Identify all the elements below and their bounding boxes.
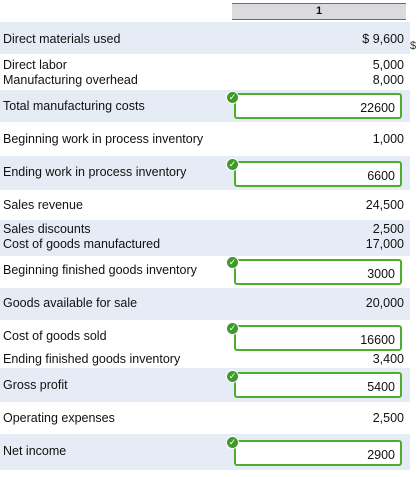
- row-value: 2,500: [372, 411, 404, 425]
- row-net-income: Net income 2900 ✓: [0, 434, 410, 470]
- row-label: Net income: [3, 444, 67, 458]
- answer-value: 5400: [367, 380, 395, 394]
- row-label: Sales revenue: [3, 198, 83, 212]
- row-direct-materials: Direct materials used $ 9,600: [0, 22, 410, 54]
- row-cogs-ending-fg: Cost of goods sold 16600 ✓ Ending finish…: [0, 320, 410, 368]
- checkmark-icon: ✓: [226, 158, 239, 171]
- row-beginning-wip: Beginning work in process inventory 1,00…: [0, 122, 410, 156]
- row-label-cogm: Cost of goods manufactured: [3, 237, 161, 251]
- row-value: $ 9,600: [362, 32, 404, 46]
- answer-value: 6600: [367, 169, 395, 183]
- row-value: 20,000: [365, 296, 404, 310]
- ending-wip-input[interactable]: 6600: [234, 161, 402, 187]
- row-label-overhead: Manufacturing overhead: [3, 73, 138, 87]
- row-labor-overhead: Direct labor 5,000 Manufacturing overhea…: [0, 54, 410, 90]
- row-beginning-fg: Beginning finished goods inventory 3000 …: [0, 256, 410, 288]
- row-label: Operating expenses: [3, 411, 115, 425]
- total-manufacturing-costs-input[interactable]: 22600: [234, 93, 402, 119]
- checkmark-icon: ✓: [226, 370, 239, 383]
- row-value-ending-fg: 3,400: [372, 352, 404, 366]
- row-sales-revenue: Sales revenue 24,500: [0, 190, 410, 220]
- row-value-sales-discounts: 2,500: [372, 222, 404, 236]
- edge-dollar-sign: $: [410, 40, 417, 52]
- row-value-overhead: 8,000: [372, 73, 404, 87]
- row-value-cogm: 17,000: [365, 237, 404, 251]
- row-label: Beginning work in process inventory: [3, 132, 204, 146]
- answer-value: 22600: [360, 101, 395, 115]
- row-value: 1,000: [372, 132, 404, 146]
- checkmark-icon: ✓: [226, 322, 239, 335]
- row-value-direct-labor: 5,000: [372, 58, 404, 72]
- checkmark-icon: ✓: [226, 436, 239, 449]
- answer-value: 3000: [367, 267, 395, 281]
- row-operating-expenses: Operating expenses 2,500: [0, 402, 410, 434]
- row-value: 24,500: [365, 198, 404, 212]
- net-income-input[interactable]: 2900: [234, 440, 402, 466]
- beginning-fg-input[interactable]: 3000: [234, 259, 402, 285]
- checkmark-icon: ✓: [226, 256, 239, 269]
- answer-value: 2900: [367, 448, 395, 462]
- row-label-sales-discounts: Sales discounts: [3, 222, 91, 236]
- row-label: Ending work in process inventory: [3, 165, 187, 179]
- row-goods-available: Goods available for sale 20,000: [0, 288, 410, 320]
- row-ending-wip: Ending work in process inventory 6600 ✓: [0, 156, 410, 190]
- row-label-direct-labor: Direct labor: [3, 58, 67, 72]
- row-label: Gross profit: [3, 378, 68, 392]
- row-label: Goods available for sale: [3, 296, 138, 310]
- row-total-manufacturing-costs: Total manufacturing costs 22600 ✓: [0, 90, 410, 122]
- gross-profit-input[interactable]: 5400: [234, 372, 402, 398]
- row-discounts-cogm: Sales discounts 2,500 Cost of goods manu…: [0, 220, 410, 256]
- row-label-ending-fg: Ending finished goods inventory: [3, 352, 181, 366]
- row-label-cogs: Cost of goods sold: [3, 329, 107, 343]
- checkmark-icon: ✓: [226, 91, 239, 104]
- answer-value: 16600: [360, 333, 395, 347]
- row-gross-profit: Gross profit 5400 ✓: [0, 368, 410, 402]
- header-spacer: [0, 0, 232, 20]
- row-label: Beginning finished goods inventory: [3, 263, 197, 277]
- row-label: Total manufacturing costs: [3, 99, 145, 113]
- cogs-input[interactable]: 16600: [234, 325, 402, 351]
- column-header: 1: [232, 3, 406, 20]
- row-label: Direct materials used: [3, 32, 121, 46]
